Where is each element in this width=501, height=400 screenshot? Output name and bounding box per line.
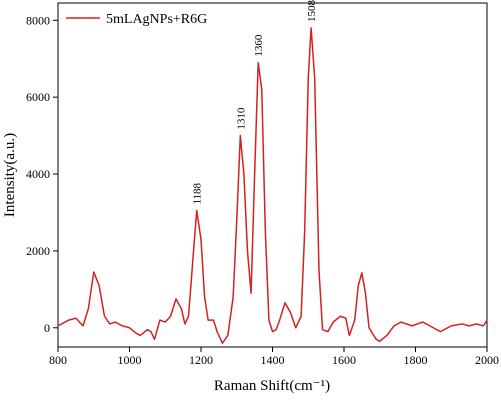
legend-label: 5mLAgNPs+R6G xyxy=(106,12,207,27)
y-tick-label: 6000 xyxy=(26,90,50,104)
y-tick-label: 2000 xyxy=(26,244,50,258)
y-tick-label: 8000 xyxy=(26,13,50,27)
peak-annotation: 1360 xyxy=(253,34,265,57)
y-tick-label: 4000 xyxy=(26,167,50,181)
x-tick-label: 1400 xyxy=(261,353,285,367)
peak-annotation: 1188 xyxy=(192,182,204,204)
plot-frame xyxy=(57,2,488,348)
spectrum-line xyxy=(57,27,488,344)
x-axis-label: Raman Shift(cm⁻¹) xyxy=(214,378,330,394)
peak-annotation: 1310 xyxy=(235,107,247,130)
x-tick-label: 1600 xyxy=(332,353,356,367)
x-tick-label: 1200 xyxy=(189,353,213,367)
x-tick-label: 2000 xyxy=(475,353,499,367)
peak-annotation: 1508 xyxy=(306,0,318,22)
y-tick-label: 0 xyxy=(44,321,50,335)
x-tick-label: 1000 xyxy=(118,353,142,367)
x-tick-label: 1800 xyxy=(404,353,428,367)
y-axis-label: Intensity(a.u.) xyxy=(2,133,18,217)
x-tick-label: 800 xyxy=(49,353,67,367)
